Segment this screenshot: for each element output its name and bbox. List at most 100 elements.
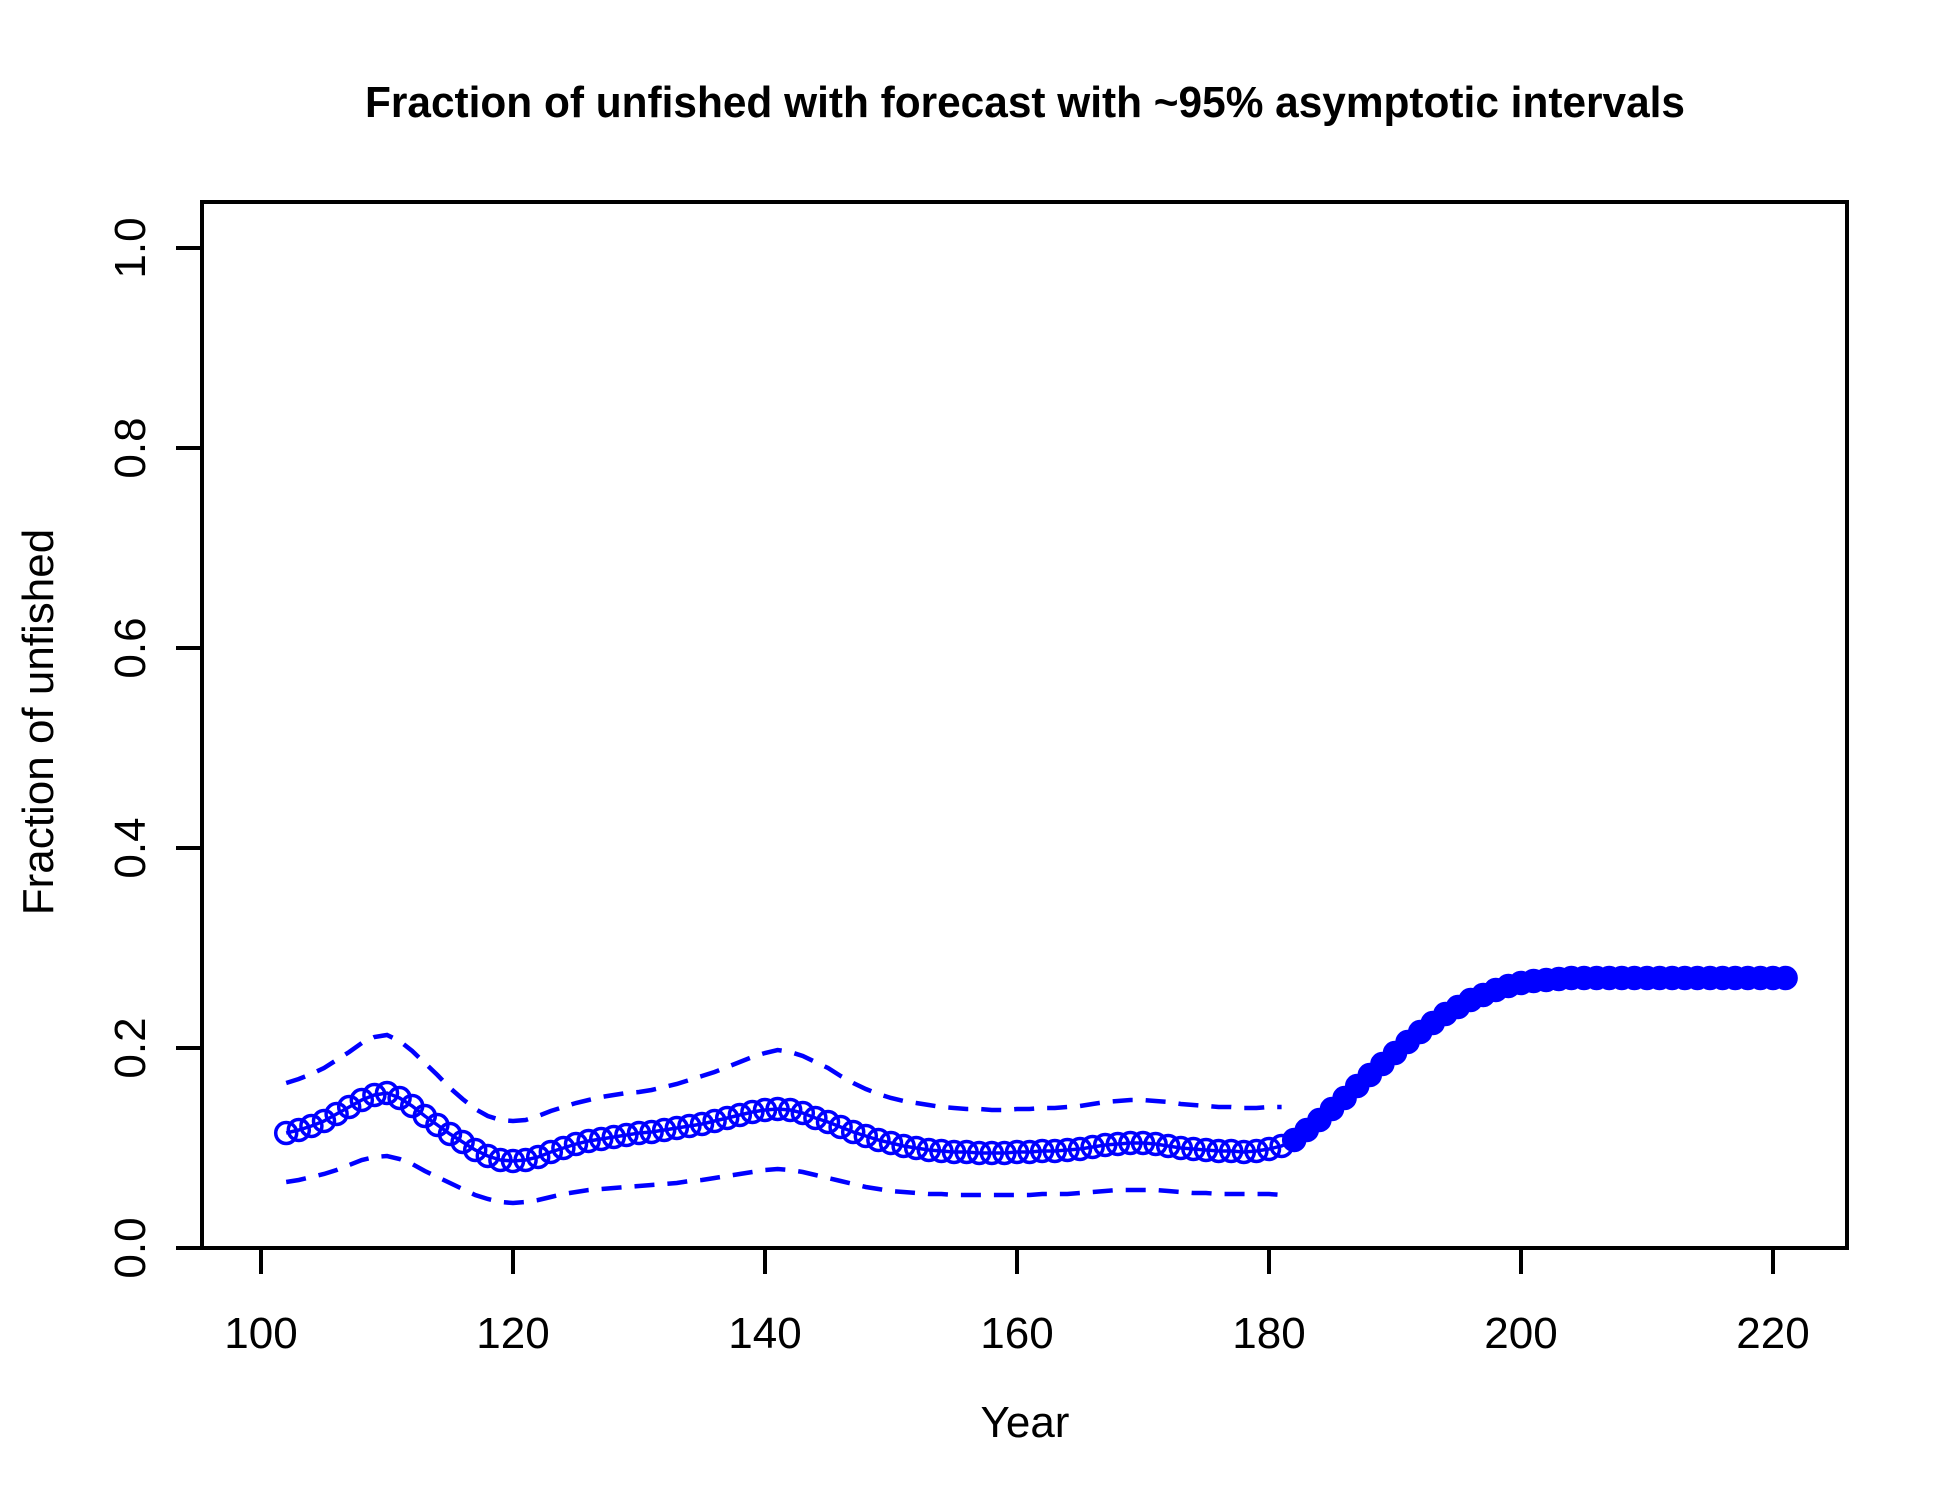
x-axis-tick-label: 180 bbox=[1232, 1309, 1305, 1358]
estimate-point bbox=[941, 1139, 967, 1165]
x-axis-tick-label: 160 bbox=[980, 1309, 1053, 1358]
x-axis-tick-label: 120 bbox=[476, 1309, 549, 1358]
estimate-point bbox=[714, 1105, 740, 1131]
estimate-point bbox=[1244, 1138, 1269, 1164]
estimate-point bbox=[903, 1135, 929, 1161]
estimate-point bbox=[689, 1111, 715, 1137]
estimate-point bbox=[1067, 1136, 1093, 1162]
estimate-point bbox=[1155, 1133, 1181, 1159]
x-axis-tick-label: 140 bbox=[728, 1309, 801, 1358]
estimate-point bbox=[1143, 1131, 1168, 1157]
x-axis-tick-label: 200 bbox=[1484, 1309, 1557, 1358]
data-layer bbox=[273, 965, 1798, 1206]
estimate-point bbox=[450, 1129, 475, 1155]
estimate-point bbox=[1092, 1132, 1118, 1158]
estimate-point bbox=[273, 1120, 299, 1146]
y-axis-tick-label: 0.6 bbox=[106, 617, 155, 678]
estimate-point bbox=[286, 1117, 312, 1143]
estimate-point bbox=[866, 1127, 891, 1153]
forecast-point bbox=[1773, 965, 1798, 991]
estimate-point bbox=[551, 1135, 576, 1161]
estimate-point bbox=[324, 1101, 349, 1127]
estimate-point bbox=[1118, 1130, 1143, 1156]
estimate-point bbox=[1042, 1138, 1068, 1164]
estimate-point bbox=[462, 1137, 488, 1163]
estimate-point bbox=[929, 1138, 954, 1164]
estimate-point bbox=[1181, 1136, 1206, 1162]
estimate-point bbox=[840, 1119, 866, 1145]
estimate-point bbox=[614, 1122, 639, 1148]
x-axis-tick-label: 220 bbox=[1736, 1309, 1809, 1358]
estimate-point bbox=[563, 1131, 589, 1157]
estimate-point bbox=[500, 1148, 526, 1174]
x-axis-tick-label: 100 bbox=[224, 1309, 297, 1358]
plot-title: Fraction of unfished with forecast with … bbox=[365, 78, 1685, 127]
upper-95-interval-line bbox=[285, 1032, 1282, 1124]
estimate-point bbox=[475, 1143, 501, 1169]
estimate-point bbox=[1206, 1138, 1231, 1164]
estimate-point bbox=[639, 1119, 664, 1145]
estimate-point bbox=[878, 1130, 904, 1156]
estimate-point bbox=[979, 1140, 1005, 1166]
estimate-point bbox=[992, 1140, 1017, 1166]
estimate-point bbox=[853, 1123, 879, 1149]
estimate-point bbox=[1017, 1139, 1042, 1165]
estimate-point bbox=[702, 1108, 727, 1134]
estimate-point bbox=[651, 1117, 677, 1143]
estimate-point bbox=[437, 1121, 463, 1147]
estimate-point bbox=[349, 1087, 375, 1113]
plot-frame bbox=[200, 200, 1849, 1250]
estimate-point bbox=[916, 1137, 942, 1163]
axes-layer: 100 120 140 160 180 200 220 0.0 0.2 0.4 0.6 0.8 1.0 bbox=[106, 200, 1849, 1358]
estimate-point bbox=[336, 1094, 362, 1120]
estimate-point bbox=[727, 1102, 753, 1128]
estimate-point bbox=[1080, 1134, 1105, 1160]
y-axis-tick-label: 1.0 bbox=[106, 217, 155, 278]
estimate-point bbox=[891, 1133, 916, 1159]
estimate-point bbox=[790, 1100, 816, 1126]
estimate-point bbox=[777, 1097, 803, 1123]
estimate-point bbox=[765, 1096, 790, 1122]
estimate-point bbox=[311, 1108, 337, 1134]
y-axis-title: Fraction of unfished bbox=[14, 529, 63, 915]
estimate-point bbox=[299, 1113, 324, 1139]
estimate-point bbox=[803, 1105, 828, 1131]
y-axis-tick-label: 0.8 bbox=[106, 417, 155, 478]
estimate-point bbox=[626, 1120, 652, 1146]
estimate-point bbox=[1055, 1137, 1080, 1163]
y-axis-tick-label: 0.0 bbox=[106, 1217, 155, 1278]
estimate-point bbox=[538, 1139, 564, 1165]
lower-95-interval-line bbox=[285, 1153, 1282, 1206]
estimate-point bbox=[966, 1140, 992, 1166]
estimate-point bbox=[1105, 1131, 1131, 1157]
estimate-point bbox=[387, 1085, 412, 1111]
estimate-point bbox=[664, 1115, 690, 1141]
estimate-point bbox=[513, 1147, 538, 1173]
estimate-point bbox=[601, 1124, 627, 1150]
estimate-point bbox=[677, 1113, 702, 1139]
estimate-point bbox=[1256, 1136, 1282, 1162]
estimate-point bbox=[1130, 1130, 1156, 1156]
estimate-point bbox=[954, 1139, 979, 1165]
estimate-point bbox=[828, 1114, 853, 1140]
estimate-point bbox=[815, 1109, 841, 1135]
estimate-point bbox=[488, 1147, 513, 1173]
estimate-point bbox=[1004, 1139, 1030, 1165]
estimate-point bbox=[362, 1082, 387, 1108]
estimate-point bbox=[1218, 1138, 1244, 1164]
estimate-point bbox=[752, 1097, 778, 1123]
y-axis-tick-label: 0.2 bbox=[106, 1017, 155, 1078]
y-axis-tick-label: 0.4 bbox=[106, 817, 155, 878]
x-axis-title: Year bbox=[981, 1398, 1070, 1447]
estimate-point bbox=[374, 1080, 400, 1106]
estimate-point bbox=[576, 1128, 601, 1154]
estimate-point bbox=[740, 1099, 765, 1125]
estimate-point bbox=[588, 1126, 614, 1152]
estimate-point bbox=[1231, 1139, 1257, 1165]
estimate-point bbox=[525, 1144, 551, 1170]
estimate-point bbox=[1168, 1135, 1194, 1161]
estimate-point bbox=[1029, 1138, 1055, 1164]
